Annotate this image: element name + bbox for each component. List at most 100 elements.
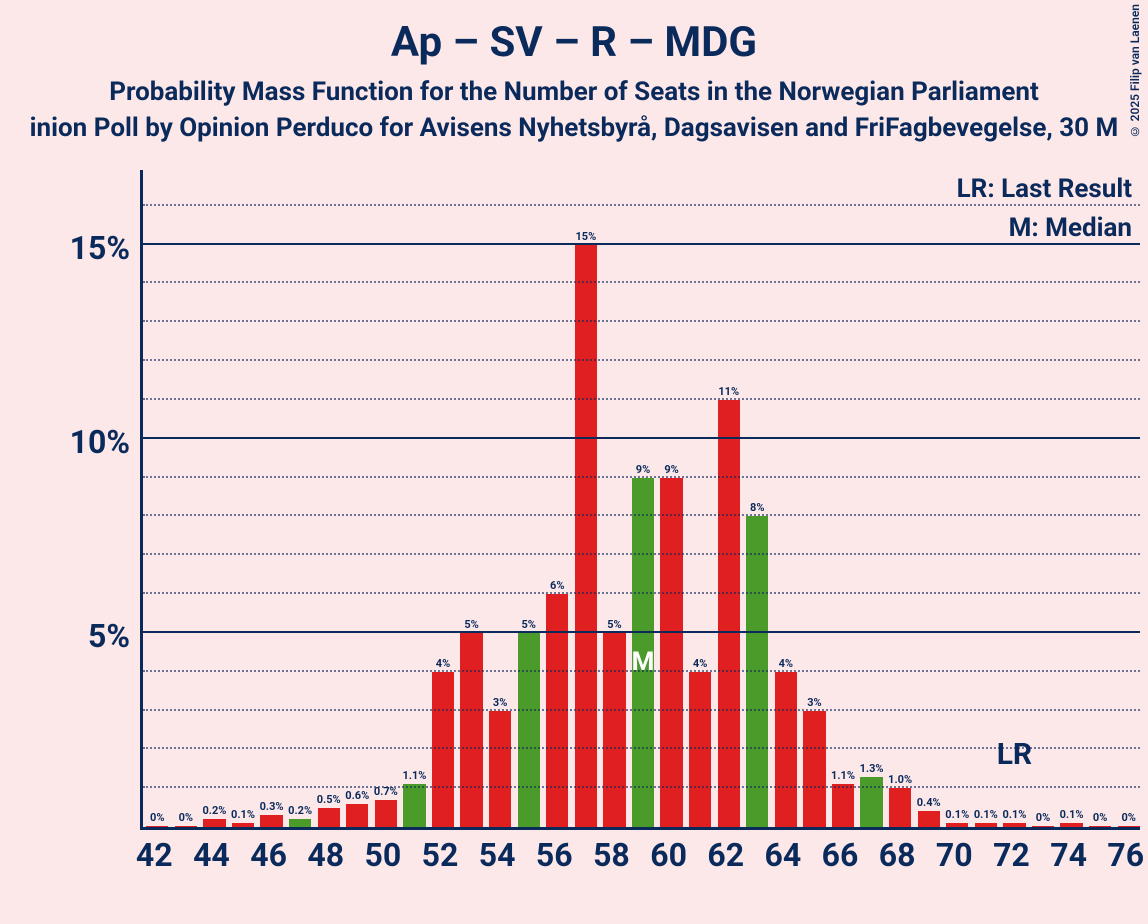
bar-value-label: 0% bbox=[1121, 811, 1135, 824]
bar: 0.1% bbox=[232, 823, 254, 827]
bar: 0.1% bbox=[975, 823, 997, 827]
y-axis-label: 10% bbox=[70, 423, 130, 461]
gridline bbox=[143, 631, 1140, 633]
bar: 5% bbox=[603, 633, 625, 827]
bar-value-label: 0% bbox=[150, 811, 164, 824]
chart-area: 0%0%0.2%0.1%0.3%0.2%0.5%0.6%0.7%1.1%4%5%… bbox=[140, 170, 1140, 870]
x-axis-label: 54 bbox=[479, 836, 516, 874]
bar: 0.7% bbox=[375, 800, 397, 827]
bar: 0% bbox=[1118, 826, 1140, 827]
bar-value-label: 0% bbox=[179, 811, 193, 824]
x-axis-label: 60 bbox=[650, 836, 687, 874]
bar: 0.1% bbox=[1060, 823, 1082, 827]
bar: 1.1% bbox=[832, 784, 854, 827]
bar: 0.6% bbox=[346, 804, 368, 827]
bar: 11% bbox=[718, 400, 740, 827]
bar-value-label: 0.2% bbox=[288, 804, 312, 817]
gridline bbox=[143, 670, 1140, 672]
gridline bbox=[143, 243, 1140, 245]
bar-value-label: 5% bbox=[607, 618, 621, 631]
gridline bbox=[143, 281, 1140, 283]
x-axis-label: 70 bbox=[936, 836, 973, 874]
bar: 3% bbox=[803, 711, 825, 827]
copyright-label: © 2025 Filip van Laenen bbox=[1128, 4, 1142, 138]
median-marker: M bbox=[632, 647, 655, 677]
gridline bbox=[143, 437, 1140, 439]
x-axis-label: 62 bbox=[707, 836, 744, 874]
bar-value-label: 8% bbox=[750, 501, 764, 514]
x-axis-label: 42 bbox=[136, 836, 173, 874]
bar: 5% bbox=[460, 633, 482, 827]
bar: 0.3% bbox=[260, 815, 282, 827]
bar-value-label: 11% bbox=[718, 385, 739, 398]
bar-value-label: 1.3% bbox=[860, 762, 884, 775]
bar-value-label: 0% bbox=[1093, 811, 1107, 824]
x-axis-label: 66 bbox=[822, 836, 859, 874]
bar: 0% bbox=[175, 826, 197, 827]
bar-value-label: 6% bbox=[550, 579, 564, 592]
bar: 9% bbox=[660, 478, 682, 827]
bars-container: 0%0%0.2%0.1%0.3%0.2%0.5%0.6%0.7%1.1%4%5%… bbox=[143, 170, 1140, 827]
x-axis-label: 52 bbox=[422, 836, 459, 874]
bar-value-label: 3% bbox=[493, 696, 507, 709]
gridline bbox=[143, 709, 1140, 711]
x-axis-label: 76 bbox=[1107, 836, 1144, 874]
bar-value-label: 4% bbox=[436, 657, 450, 670]
x-axis-label: 50 bbox=[364, 836, 401, 874]
x-axis-labels: 424446485052545658606264666870727476 bbox=[140, 836, 1140, 876]
x-axis-label: 58 bbox=[593, 836, 630, 874]
last-result-marker: LR bbox=[997, 737, 1032, 772]
bar: 1.1% bbox=[403, 784, 425, 827]
gridline bbox=[143, 786, 1140, 788]
gridline bbox=[143, 553, 1140, 555]
bar: 4% bbox=[775, 672, 797, 827]
bar-value-label: 9% bbox=[636, 463, 650, 476]
bar-value-label: 3% bbox=[807, 696, 821, 709]
bar: 0% bbox=[1032, 826, 1054, 827]
x-axis-label: 44 bbox=[193, 836, 230, 874]
bar: 0.2% bbox=[203, 819, 225, 827]
bar-value-label: 0.3% bbox=[260, 800, 284, 813]
bar: 0.4% bbox=[918, 811, 940, 827]
bar-value-label: 5% bbox=[464, 618, 478, 631]
x-axis-label: 68 bbox=[879, 836, 916, 874]
plot-region: 0%0%0.2%0.1%0.3%0.2%0.5%0.6%0.7%1.1%4%5%… bbox=[140, 170, 1140, 830]
bar-value-label: 0.1% bbox=[945, 808, 969, 821]
bar: 0% bbox=[1089, 826, 1111, 827]
x-axis-label: 72 bbox=[993, 836, 1030, 874]
bar: 0.5% bbox=[318, 808, 340, 827]
chart-title: Ap – SV – R – MDG bbox=[0, 0, 1148, 67]
x-axis-label: 74 bbox=[1050, 836, 1087, 874]
x-axis-label: 48 bbox=[307, 836, 344, 874]
gridline bbox=[143, 398, 1140, 400]
bar: 0% bbox=[146, 826, 168, 827]
bar-value-label: 1.1% bbox=[831, 769, 855, 782]
bar-value-label: 0.5% bbox=[317, 793, 341, 806]
bar: 0.1% bbox=[946, 823, 968, 827]
bar: 6% bbox=[546, 594, 568, 827]
gridline bbox=[143, 320, 1140, 322]
bar: 0.1% bbox=[1003, 823, 1025, 827]
y-axis-label: 15% bbox=[70, 229, 130, 267]
bar-value-label: 15% bbox=[575, 230, 596, 243]
bar-value-label: 5% bbox=[521, 618, 535, 631]
bar-value-label: 0.6% bbox=[345, 789, 369, 802]
bar-value-label: 0.1% bbox=[1060, 808, 1084, 821]
bar: 3% bbox=[489, 711, 511, 827]
bar: 4% bbox=[432, 672, 454, 827]
bar-value-label: 0.1% bbox=[231, 808, 255, 821]
chart-subtitle-2: inion Poll by Opinion Perduco for Avisen… bbox=[0, 107, 1148, 143]
gridline bbox=[143, 592, 1140, 594]
bar-value-label: 4% bbox=[693, 657, 707, 670]
bar-value-label: 0.2% bbox=[202, 804, 226, 817]
bar-value-label: 1.1% bbox=[402, 769, 426, 782]
chart-subtitle-1: Probability Mass Function for the Number… bbox=[0, 67, 1148, 107]
bar-value-label: 0.1% bbox=[974, 808, 998, 821]
bar: 0.2% bbox=[289, 819, 311, 827]
bar: 1.0% bbox=[889, 788, 911, 827]
bar-value-label: 4% bbox=[779, 657, 793, 670]
gridline bbox=[143, 747, 1140, 749]
gridline bbox=[143, 204, 1140, 206]
x-axis-label: 56 bbox=[536, 836, 573, 874]
bar-value-label: 0.1% bbox=[1002, 808, 1026, 821]
